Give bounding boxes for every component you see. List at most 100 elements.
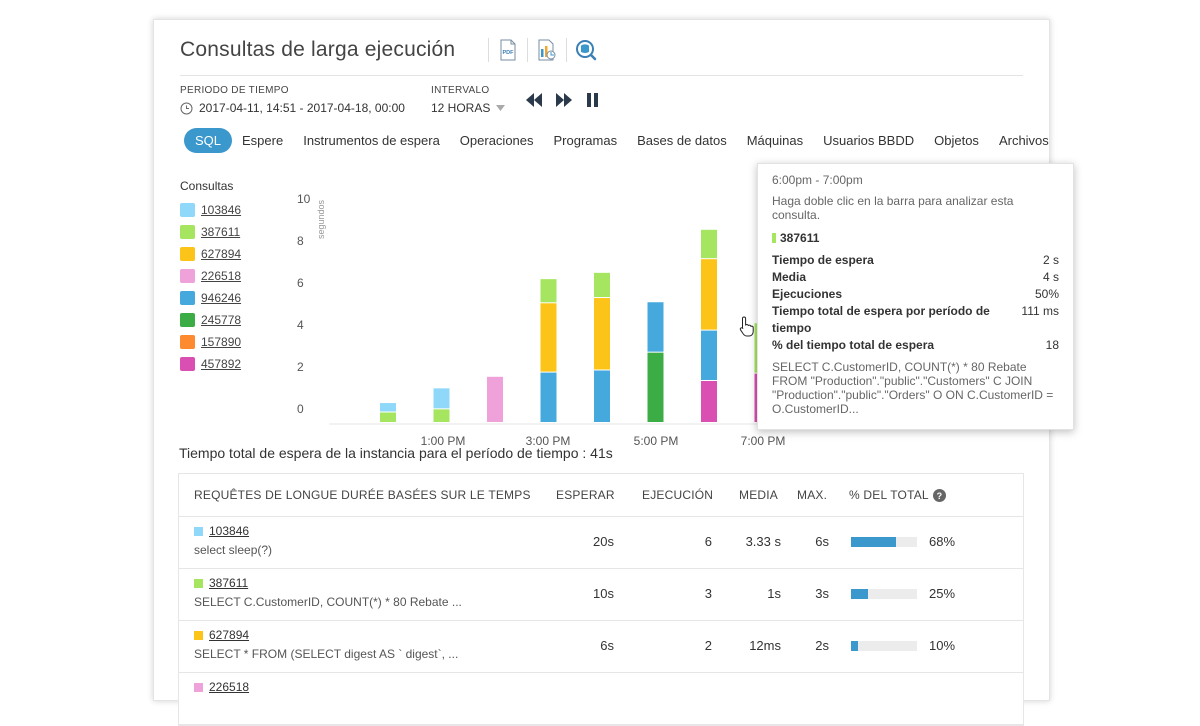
pct-cell: 25% bbox=[929, 586, 956, 601]
bar-segment bbox=[594, 370, 610, 422]
period-picker[interactable]: 2017-04-11, 14:51 - 2017-04-18, 00:00 bbox=[180, 101, 405, 115]
max-cell: 3s bbox=[815, 586, 829, 601]
legend-item[interactable]: 627894 bbox=[180, 243, 241, 265]
metric-label: Tiempo de espera bbox=[772, 253, 874, 267]
query-id-link[interactable]: 387611 bbox=[209, 576, 249, 590]
tooltip-metric-row: % del tiempo total de espera 18 bbox=[772, 337, 1059, 354]
table-row[interactable]: 387611 SELECT C.CustomerID, COUNT(*) * 80… bbox=[179, 569, 1023, 621]
header-pct[interactable]: % DEL TOTAL ? bbox=[849, 488, 946, 502]
percent-bar-fill bbox=[851, 537, 896, 547]
bar-tooltip: 6:00pm - 7:00pm Haga doble clic en la ba… bbox=[757, 163, 1074, 430]
hand-cursor-icon bbox=[739, 316, 755, 343]
tooltip-metrics: Tiempo de espera 2 s Media 4 s Ejecuciones 50… bbox=[772, 252, 1059, 354]
header-exec[interactable]: EJECUCIÓN bbox=[642, 488, 714, 502]
legend-swatch bbox=[180, 269, 195, 283]
rewind-icon bbox=[526, 93, 542, 107]
bar-segment bbox=[433, 388, 450, 409]
tooltip-sql: SELECT C.CustomerID, COUNT(*) * 80 Rebat… bbox=[772, 360, 1054, 416]
tab-usuarios-bbdd[interactable]: Usuarios BBDD bbox=[823, 133, 915, 148]
bar-segment bbox=[380, 403, 396, 412]
legend-item[interactable]: 245778 bbox=[180, 309, 241, 331]
legend-swatch bbox=[180, 291, 195, 305]
table-row[interactable]: 103846 select sleep(?) 20s 6 3.33 s 6s 68% bbox=[179, 517, 1023, 569]
bar-segment bbox=[380, 412, 396, 422]
divider bbox=[527, 38, 528, 62]
y-axis-label: segundos bbox=[316, 200, 326, 240]
bar-segment bbox=[701, 259, 717, 330]
color-marker bbox=[772, 233, 776, 243]
query-id-link[interactable]: 627894 bbox=[209, 628, 250, 642]
header-query[interactable]: REQUÊTES DE LONGUE DURÉE BASÉES SUR LE T… bbox=[194, 488, 531, 502]
legend-item[interactable]: 103846 bbox=[180, 199, 241, 221]
table-row[interactable]: 226518 bbox=[179, 673, 1023, 725]
legend-item[interactable]: 387611 bbox=[180, 221, 241, 243]
divider bbox=[488, 38, 489, 62]
bar-segment bbox=[540, 303, 557, 372]
max-cell: 2s bbox=[815, 638, 829, 653]
divider bbox=[566, 38, 567, 62]
database-search-icon[interactable] bbox=[575, 38, 597, 62]
tab-bases-de-datos[interactable]: Bases de datos bbox=[637, 133, 727, 148]
rewind-button[interactable] bbox=[526, 93, 542, 107]
color-marker bbox=[194, 578, 203, 588]
tab-máquinas[interactable]: Máquinas bbox=[746, 133, 804, 148]
tab-espere[interactable]: Espere bbox=[242, 133, 284, 148]
bar-segment bbox=[540, 372, 557, 422]
tab-bar: SQL Espere Instrumentos de espera Operacion… bbox=[184, 128, 1059, 153]
report-icon[interactable] bbox=[536, 38, 558, 62]
header-avg[interactable]: MEDIA bbox=[739, 488, 779, 502]
bar-segment bbox=[701, 381, 717, 422]
percent-bar bbox=[851, 641, 917, 651]
pct-cell: 68% bbox=[929, 534, 956, 549]
query-sql: select sleep(?) bbox=[194, 543, 273, 557]
legend-label: 627894 bbox=[201, 247, 242, 261]
interval-value: 12 HORAS bbox=[431, 101, 491, 115]
x-tick-label: 5:00 PM bbox=[634, 434, 679, 448]
metric-label: Tiempo total de espera por período de ti… bbox=[772, 304, 990, 335]
max-cell: 6s bbox=[815, 534, 829, 549]
legend-label: 226518 bbox=[201, 269, 242, 283]
tooltip-metric-row: Ejecuciones 50% bbox=[772, 286, 1059, 303]
legend-label: 245778 bbox=[201, 313, 242, 327]
y-tick-label: 0 bbox=[297, 402, 304, 416]
legend-item[interactable]: 946246 bbox=[180, 287, 241, 309]
legend-label: 946246 bbox=[201, 291, 242, 305]
query-id: 103846 bbox=[194, 524, 249, 538]
pdf-export-icon[interactable]: PDF bbox=[497, 38, 519, 62]
tab-archivos[interactable]: Archivos bbox=[998, 133, 1049, 148]
header-max[interactable]: MAX. bbox=[797, 488, 828, 502]
y-tick-label: 10 bbox=[297, 192, 311, 206]
avg-cell: 12ms bbox=[749, 638, 781, 653]
avg-cell: 1s bbox=[767, 586, 781, 601]
playback-controls bbox=[526, 93, 600, 107]
tab-objetos[interactable]: Objetos bbox=[934, 133, 979, 148]
x-tick-label: 1:00 PM bbox=[421, 434, 466, 448]
interval-select[interactable]: 12 HORAS bbox=[431, 101, 506, 115]
tab-instrumentos-de-espera[interactable]: Instrumentos de espera bbox=[303, 133, 440, 148]
tab-programas[interactable]: Programas bbox=[553, 133, 618, 148]
x-tick-label: 7:00 PM bbox=[741, 434, 786, 448]
fast-forward-button[interactable] bbox=[556, 93, 572, 107]
tab-operaciones[interactable]: Operaciones bbox=[459, 133, 534, 148]
svg-text:PDF: PDF bbox=[503, 50, 515, 56]
pause-button[interactable] bbox=[586, 93, 600, 107]
total-wait-summary: Tiempo total de espera de la instancia p… bbox=[179, 445, 613, 461]
help-icon[interactable]: ? bbox=[932, 488, 946, 502]
query-id-link[interactable]: 226518 bbox=[209, 680, 250, 694]
table-row[interactable]: 627894 SELECT * FROM (SELECT digest AS ` … bbox=[179, 621, 1023, 673]
tooltip-metric-row: Media 4 s bbox=[772, 269, 1059, 286]
header-wait[interactable]: ESPERAR bbox=[556, 488, 615, 502]
percent-bar bbox=[851, 537, 917, 547]
legend-item[interactable]: 226518 bbox=[180, 265, 241, 287]
legend-swatch bbox=[180, 247, 195, 261]
legend-swatch bbox=[180, 313, 195, 327]
y-tick-label: 2 bbox=[297, 360, 304, 374]
legend-item[interactable]: 157890 bbox=[180, 331, 241, 353]
metric-value: 50% bbox=[1034, 287, 1059, 301]
divider bbox=[180, 75, 1023, 76]
query-id: 387611 bbox=[194, 576, 248, 590]
query-id-link[interactable]: 103846 bbox=[209, 524, 250, 538]
pause-icon bbox=[587, 93, 598, 107]
tab-sql[interactable]: SQL bbox=[184, 128, 233, 153]
legend-item[interactable]: 457892 bbox=[180, 353, 241, 375]
